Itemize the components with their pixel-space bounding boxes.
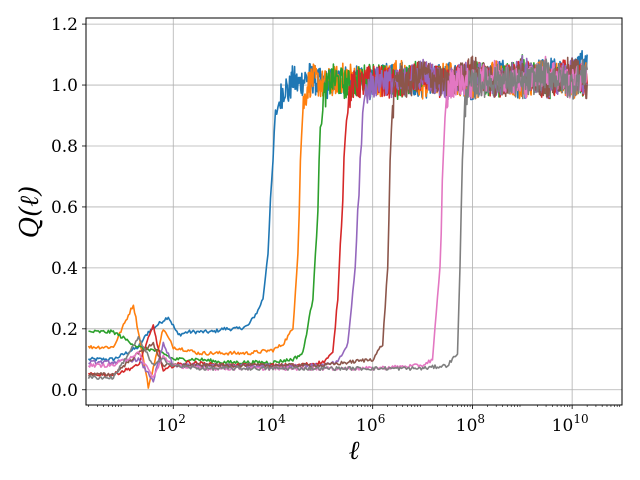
tick-layer: 0.0 0.2 0.4 0.6 0.8 1.0 1.2 102 104 106 108 1010: [51, 15, 621, 436]
y-tick-label: 0.6: [51, 198, 78, 218]
series-line-1: [87, 49, 588, 362]
y-tick-label: 0.4: [51, 259, 78, 279]
y-axis-label: Q(ℓ): [15, 186, 45, 238]
y-tick-label: 0.8: [51, 137, 78, 157]
y-tick-label: 0.0: [51, 381, 78, 401]
y-tick-label: 1.0: [51, 76, 78, 96]
series-line-5: [88, 54, 588, 383]
series-line-2: [87, 59, 588, 389]
y-tick-label: 0.2: [51, 320, 78, 340]
x-tick-label: 1010: [552, 412, 589, 436]
plot-frame: [85, 17, 623, 406]
x-tick-label: 104: [256, 412, 286, 436]
y-tick-label: 1.2: [51, 15, 78, 35]
x-tick-label: 108: [456, 412, 485, 436]
x-tick-label: 102: [157, 412, 186, 436]
series-layer: [87, 49, 588, 389]
series-line-3: [88, 54, 588, 366]
series-line-8: [87, 58, 588, 380]
x-axis-label: ℓ: [349, 436, 360, 466]
series-line-6: [88, 55, 588, 377]
x-tick-label: 106: [356, 412, 385, 436]
